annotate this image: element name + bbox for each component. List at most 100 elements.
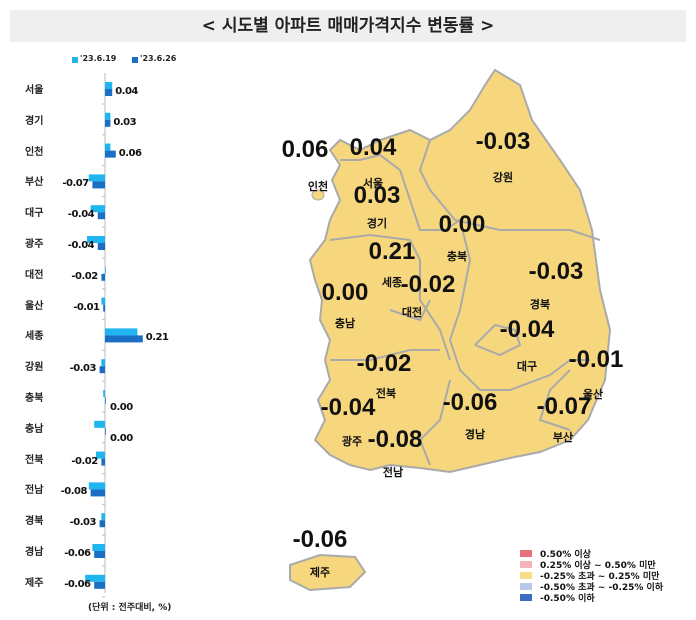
category-label: 광주 [25, 239, 44, 250]
incheon-island-shape [311, 189, 325, 201]
map-value-8: 0.00 [321, 279, 369, 306]
korea-map [289, 68, 612, 592]
bar-chart-panel: '23.6.19 '23.6.26 서울 0.04 경기 0.03 인천 0.06 부산 -0.0… [10, 48, 200, 618]
legend-item: 0.25% 이상 ~ 0.50% 미만 [520, 559, 663, 571]
bar-current [99, 520, 105, 528]
map-region-name: 대전 [401, 306, 423, 319]
category-label: 경기 [25, 115, 44, 127]
map-value-11: -0.02 [356, 350, 412, 377]
map-region-name: 대구 [516, 360, 538, 373]
bar-current [105, 150, 116, 158]
category-label: 충북 [25, 393, 44, 404]
category-label: 강원 [25, 362, 44, 374]
bar-current [105, 427, 106, 435]
map-legend: 0.50% 이상 0.25% 이상 ~ 0.50% 미만 -0.25% 초과 ~ 0… [520, 548, 664, 604]
bar-chart [72, 57, 143, 598]
bar-previous [87, 236, 105, 243]
legend-swatch [520, 583, 532, 590]
bar-current [105, 335, 143, 343]
bar-current [97, 243, 105, 250]
bar-previous [105, 112, 111, 120]
legend-swatch [520, 561, 532, 568]
bar-previous [96, 451, 105, 459]
bar-current [94, 551, 105, 558]
category-label: 제주 [25, 577, 44, 589]
map-region-name: 울산 [582, 388, 604, 401]
map-region-name: 경기 [366, 217, 388, 230]
bar-current [103, 304, 105, 312]
bar-previous [103, 390, 105, 397]
data-label: -0.07 [62, 178, 89, 190]
data-label: 0.00 [110, 402, 133, 413]
legend-swatch [132, 57, 138, 63]
legend-item: -0.50% 이하 [520, 592, 663, 604]
bar-current [94, 581, 105, 589]
map-value-12: -0.04 [320, 394, 376, 421]
data-label: 0.21 [145, 332, 169, 344]
map-region-name: 전북 [375, 387, 397, 400]
map-value-2: -0.03 [475, 128, 531, 155]
map-value-5: 0.21 [368, 238, 416, 265]
region-borders [329, 139, 601, 466]
legend-label: '23.6.26 [140, 54, 177, 63]
jeju-shape [289, 553, 367, 592]
category-label: 전북 [25, 454, 44, 466]
map-value-15: -0.08 [367, 426, 423, 453]
data-label: 0.00 [110, 432, 133, 444]
map-value-13: -0.06 [442, 389, 498, 416]
legend-label: -0.50% 초과 ~ -0.25% 이하 [540, 583, 664, 593]
legend-item: -0.25% 초과 ~ 0.25% 미만 [520, 570, 663, 582]
map-value-0: 0.06 [281, 136, 329, 163]
data-label: -0.06 [64, 578, 91, 590]
legend-label: 0.25% 이상 ~ 0.50% 미만 [540, 561, 656, 571]
bar-current [99, 366, 105, 374]
map-region-name: 부산 [552, 431, 574, 444]
map-region-name: 충남 [334, 317, 356, 330]
bar-previous [88, 482, 105, 490]
legend-swatch [72, 57, 78, 63]
map-region-name: 충북 [446, 250, 468, 263]
bar-previous [105, 82, 113, 89]
legend-item: 0.50% 이상 [520, 548, 663, 560]
bar-current [101, 273, 105, 281]
page-title: < 시도별 아파트 매매가격지수 변동률 > [10, 10, 686, 42]
category-label: 인천 [25, 146, 44, 158]
map-value-6: -0.02 [400, 271, 456, 298]
legend-label: 0.50% 이상 [540, 550, 591, 560]
data-label: -0.01 [73, 301, 100, 313]
bar-previous [92, 544, 105, 551]
map-region-name: 경남 [464, 428, 486, 441]
category-label: 경남 [25, 547, 44, 558]
bar-previous [94, 420, 105, 428]
data-label: -0.06 [64, 548, 91, 559]
legend-label: '23.6.19 [80, 54, 117, 63]
map-value-10: -0.01 [568, 346, 624, 373]
legend-swatch [520, 594, 532, 601]
legend-label: -0.50% 이하 [540, 594, 595, 604]
legend-label: -0.25% 초과 ~ 0.25% 미만 [540, 572, 660, 582]
category-label: 대전 [25, 269, 44, 281]
bar-current [105, 89, 113, 96]
bar-previous [101, 297, 105, 305]
map-region-name: 세종 [381, 276, 403, 289]
map-value-16: -0.06 [292, 526, 348, 553]
category-label: 서울 [25, 85, 44, 96]
category-label: 부산 [25, 177, 44, 189]
bar-current [97, 212, 105, 220]
category-label: 충남 [25, 423, 44, 435]
bar-previous [101, 359, 105, 367]
legend-swatch [520, 572, 532, 579]
map-value-1: 0.04 [349, 134, 397, 161]
map-region-name: 전남 [382, 466, 404, 479]
bar-current [101, 458, 105, 466]
bar-previous [90, 205, 105, 213]
map-region-name: 서울 [362, 177, 384, 190]
map-region-name: 경북 [529, 298, 551, 311]
map-value-9: -0.04 [499, 316, 555, 343]
bar-current [105, 397, 106, 404]
map-value-14: -0.07 [536, 393, 592, 420]
map-region-name: 광주 [341, 435, 363, 448]
map-region-name: 인천 [307, 180, 329, 193]
data-label: -0.03 [69, 363, 97, 375]
legend-swatch [520, 550, 532, 557]
